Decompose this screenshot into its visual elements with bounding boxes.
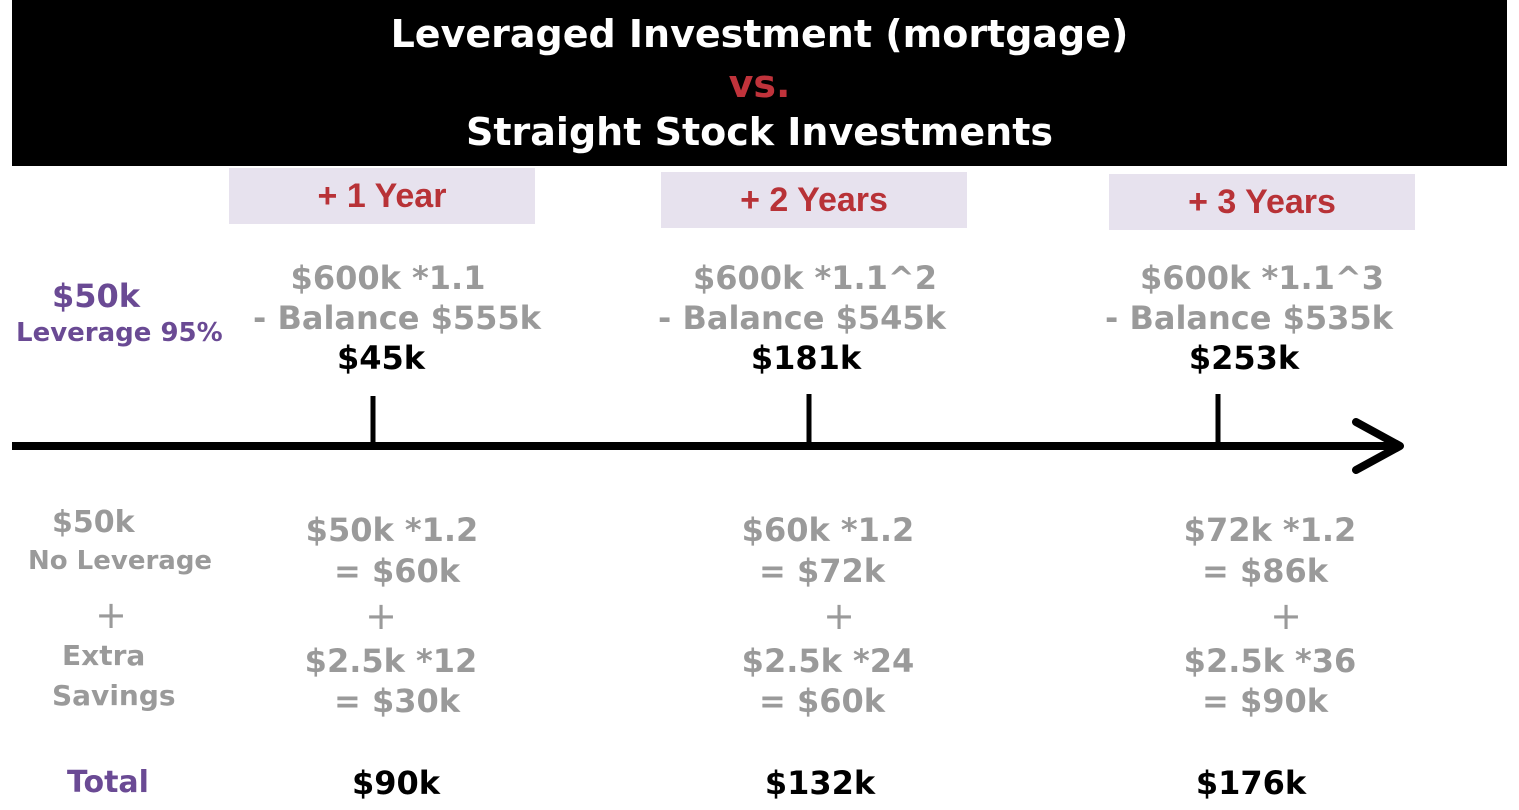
leverage-formula-3: $600k *1.1^3 xyxy=(1140,259,1384,297)
leverage-result-1: $45k xyxy=(336,339,426,377)
title-vs: vs. xyxy=(728,62,791,106)
savings-formula-3: $2.5k *36 xyxy=(1183,642,1357,680)
savings-value-3: = $90k xyxy=(1201,682,1329,720)
timeline-axis xyxy=(12,394,1404,474)
leverage-percent-label: Leverage 95% xyxy=(16,318,223,348)
savings-label: Savings xyxy=(52,679,176,712)
stock-value-2: = $72k xyxy=(758,552,886,590)
leverage-result-2: $181k xyxy=(750,339,862,377)
period-plus-2: + xyxy=(823,594,855,638)
leverage-balance-3: - Balance $535k xyxy=(1105,299,1393,337)
extra-label: Extra xyxy=(62,639,146,672)
period-plus-3: + xyxy=(1270,594,1302,638)
period-label-2: + 2 Years xyxy=(661,172,967,228)
period-plus-1: + xyxy=(365,594,397,638)
total-1: $90k xyxy=(351,764,441,802)
savings-formula-2: $2.5k *24 xyxy=(741,642,915,680)
stock-no-leverage-label: No Leverage xyxy=(28,546,213,576)
period-label-1: + 1 Year xyxy=(229,168,535,224)
stock-value-3: = $86k xyxy=(1201,552,1329,590)
title-line-2: Straight Stock Investments xyxy=(466,110,1053,154)
total-3: $176k xyxy=(1195,764,1307,802)
stock-amount-label: $50k xyxy=(52,505,135,540)
leverage-balance-2: - Balance $545k xyxy=(658,299,946,337)
title-line-1: Leveraged Investment (mortgage) xyxy=(390,12,1129,56)
stock-formula-1: $50k *1.2 xyxy=(305,511,479,549)
timeline-arrowhead xyxy=(1352,418,1404,474)
savings-value-2: = $60k xyxy=(758,682,886,720)
period-label-3: + 3 Years xyxy=(1109,174,1415,230)
stock-value-1: = $60k xyxy=(333,552,461,590)
total-2: $132k xyxy=(764,764,876,802)
savings-formula-1: $2.5k *12 xyxy=(304,642,478,680)
label-plus-sign: + xyxy=(95,593,127,637)
leverage-balance-1: - Balance $555k xyxy=(253,299,541,337)
leverage-formula-1: $600k *1.1 xyxy=(290,259,486,297)
total-label: Total xyxy=(67,765,149,800)
savings-value-1: = $30k xyxy=(333,682,461,720)
stock-formula-3: $72k *1.2 xyxy=(1183,511,1357,549)
leverage-formula-2: $600k *1.1^2 xyxy=(693,259,937,297)
leverage-amount-label: $50k xyxy=(52,277,141,315)
stock-formula-2: $60k *1.2 xyxy=(741,511,915,549)
title-banner: Leveraged Investment (mortgage) vs. Stra… xyxy=(12,0,1507,166)
leverage-result-3: $253k xyxy=(1188,339,1300,377)
